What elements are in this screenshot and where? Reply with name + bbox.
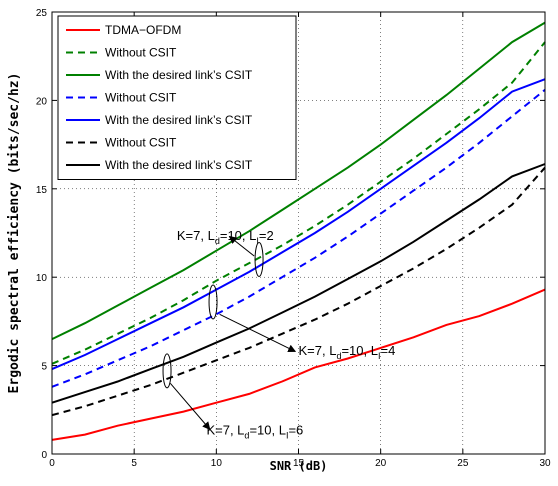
series-line-5 (51, 166, 546, 417)
y-tick-label: 5 (41, 362, 47, 373)
annotation-ellipse-0 (254, 242, 264, 278)
annotation-arrow-1 (219, 313, 297, 352)
y-tick-label: 25 (36, 8, 48, 19)
x-tick-label: 15 (293, 458, 305, 469)
legend-label-2: With the desired link’s CSIT (105, 68, 253, 82)
annotation-label-1: K=7, Ld=10, LI=4 (299, 343, 396, 361)
legend: TDMA−OFDM Without CSIT With the desired li… (57, 15, 297, 180)
x-tick-label: 25 (457, 458, 469, 469)
annotation-label-2: K=7, Ld=10, LI=6 (206, 423, 303, 441)
y-tick-label: 10 (36, 273, 48, 284)
annotation-label-0: K=7, Ld=10, LI=2 (177, 228, 274, 246)
legend-label-6: With the desired link’s CSIT (105, 158, 253, 172)
x-tick-label: 30 (539, 458, 551, 469)
legend-label-4: With the desired link’s CSIT (105, 113, 253, 127)
legend-label-0: TDMA−OFDM (105, 23, 181, 37)
y-axis-label: Ergodic spectral efficiency (bits/sec/hz… (7, 73, 22, 394)
y-tick-label: 20 (36, 96, 48, 107)
annotation-ellipse-1 (208, 284, 218, 320)
x-axis-label: SNR (dB) (270, 459, 328, 473)
legend-label-3: Without CSIT (105, 91, 177, 105)
annotations: K=7, Ld=10, LI=2 K=7, Ld=10, LI=4 K=7, Ld=… (162, 228, 396, 441)
annotation-arrow-0 (228, 235, 255, 257)
series-lines (51, 21, 546, 441)
series-line-1 (51, 41, 546, 365)
legend-label-1: Without CSIT (105, 46, 177, 60)
series-line-2 (51, 21, 546, 341)
x-tick-label: 10 (211, 458, 223, 469)
series-line-3 (51, 89, 546, 388)
legend-label-5: Without CSIT (105, 136, 177, 150)
axis-ticks: 0 5 10 15 20 25 30 0 5 10 15 20 25 (36, 8, 551, 469)
annotation-arrow-2 (169, 382, 211, 431)
y-tick-label: 0 (41, 450, 47, 461)
series-line-4 (51, 78, 546, 371)
series-line-0 (51, 288, 546, 441)
legend-box (57, 15, 297, 180)
series-line-6 (51, 163, 546, 404)
x-tick-label: 0 (49, 458, 55, 469)
annotation-ellipse-2 (162, 353, 172, 389)
x-tick-label: 20 (375, 458, 387, 469)
x-tick-label: 5 (131, 458, 137, 469)
y-tick-label: 15 (36, 185, 48, 196)
